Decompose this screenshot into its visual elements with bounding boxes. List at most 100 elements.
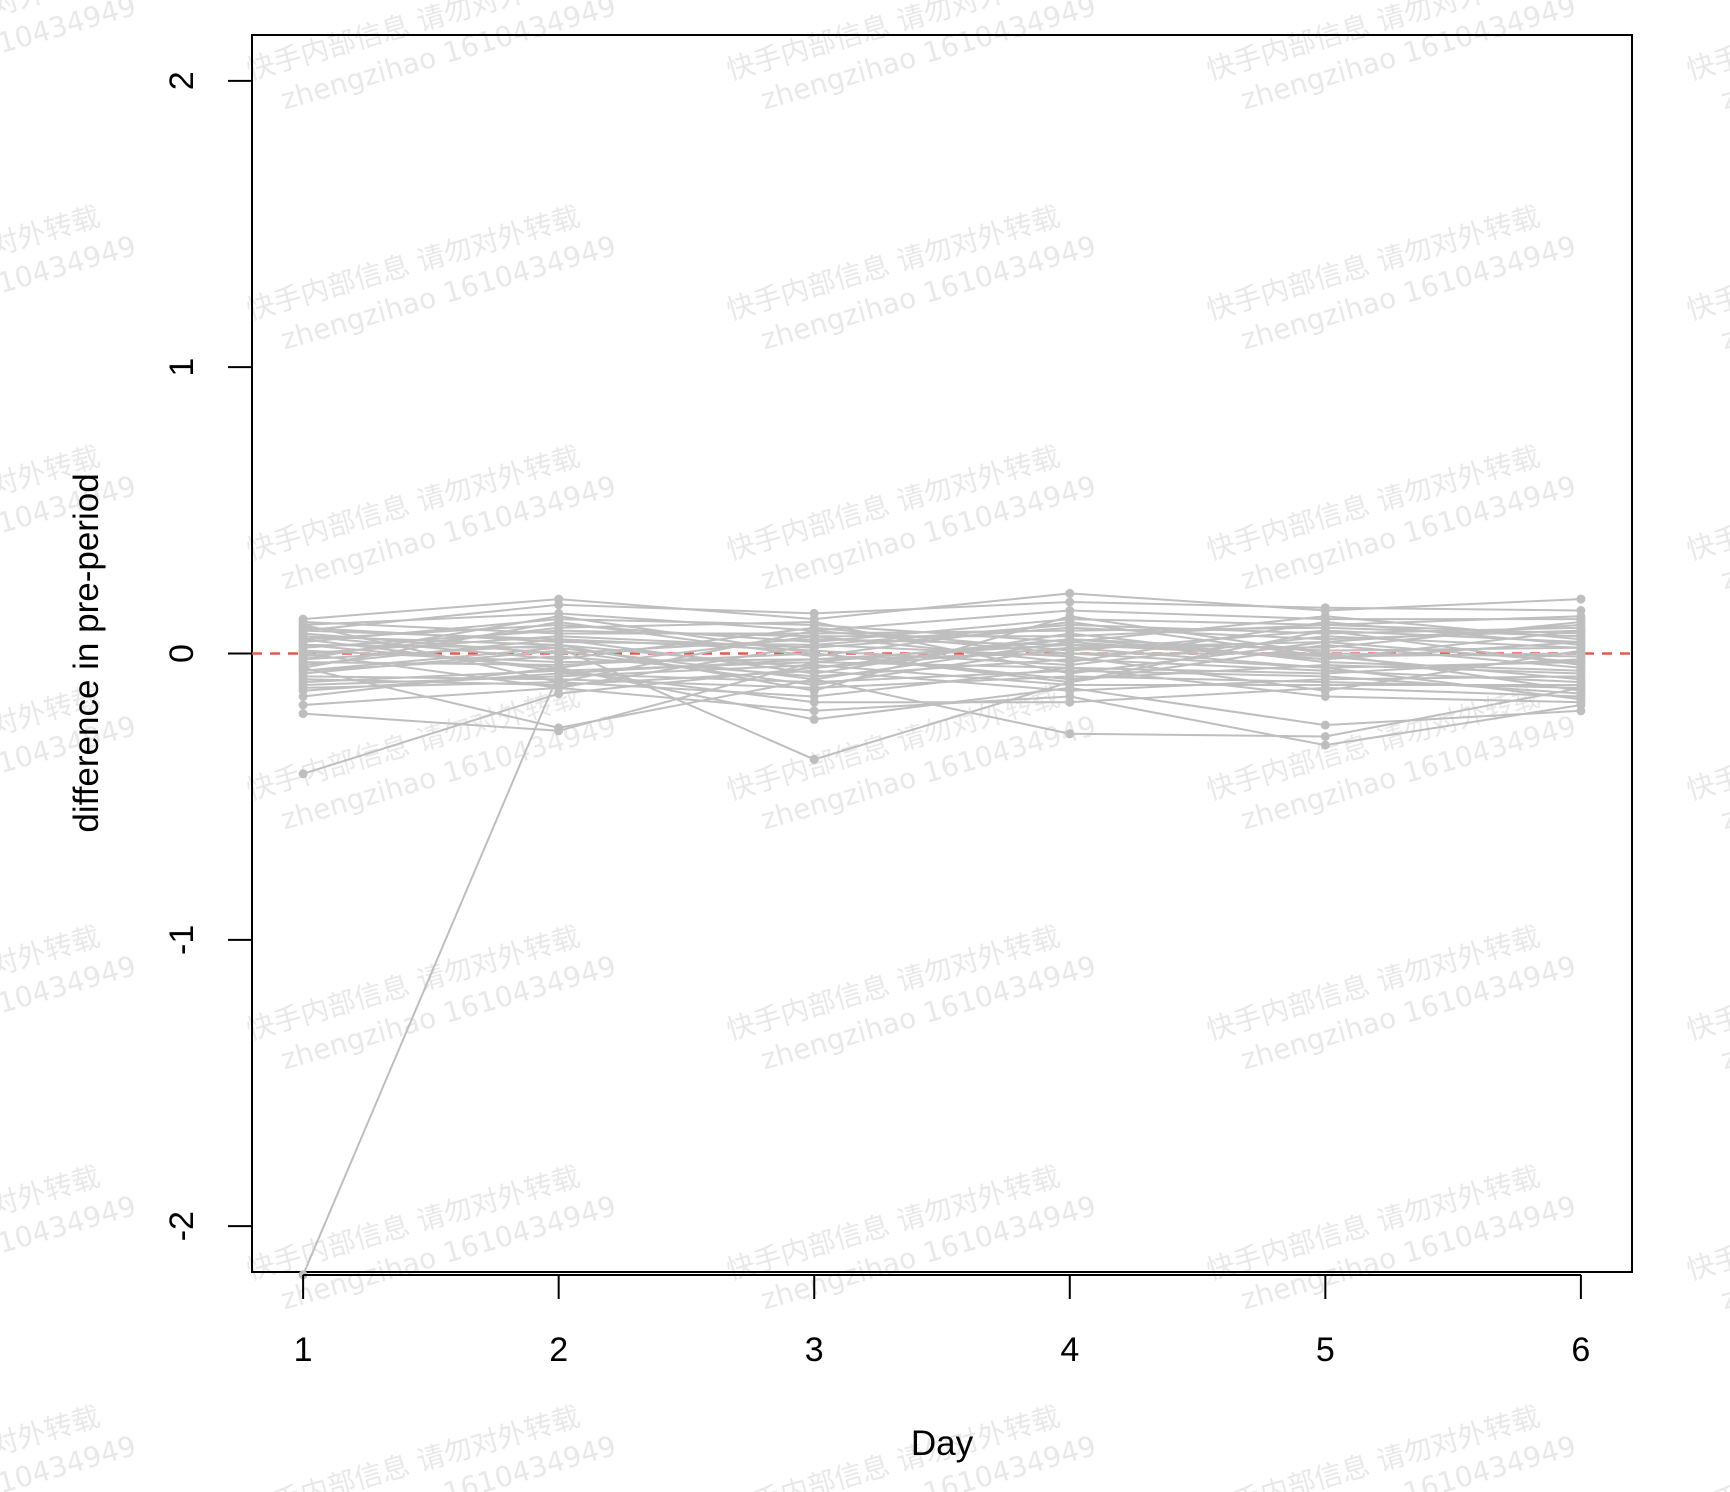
watermark-line: zhengzihao 1610434949 <box>0 0 140 116</box>
data-point <box>809 660 819 670</box>
data-point <box>1576 637 1586 647</box>
x-tick-label: 6 <box>1571 1331 1590 1369</box>
data-point <box>298 680 308 690</box>
x-tick-label: 5 <box>1316 1331 1335 1369</box>
series-layer <box>298 588 1586 1280</box>
series-line <box>302 615 1581 684</box>
data-point <box>298 640 308 650</box>
data-point <box>809 640 819 650</box>
watermark-line: 快手内部信息 请勿对外转载 <box>1683 440 1730 567</box>
data-point <box>1065 637 1075 647</box>
data-point <box>554 663 564 673</box>
data-point <box>298 1270 308 1280</box>
data-point <box>1320 732 1330 741</box>
data-point <box>298 620 308 630</box>
data-point <box>298 700 308 710</box>
series-line <box>302 666 1582 738</box>
data-point <box>1065 597 1075 607</box>
data-point <box>1576 706 1586 716</box>
series-line <box>303 592 1581 621</box>
series-line <box>303 629 1582 681</box>
x-tick-label: 1 <box>294 1331 313 1369</box>
data-point <box>1320 637 1330 647</box>
series-line <box>303 609 1581 632</box>
data-point <box>1576 694 1586 704</box>
data-point <box>1320 740 1330 750</box>
data-point <box>809 754 819 764</box>
x-tick-label: 4 <box>1060 1331 1079 1369</box>
data-point <box>1320 663 1330 673</box>
data-point <box>1065 611 1075 621</box>
y-tick-label: 2 <box>163 71 201 90</box>
data-point <box>809 706 819 716</box>
series-line <box>303 615 1581 644</box>
data-point <box>809 697 819 707</box>
data-point <box>554 600 564 610</box>
data-point <box>1576 686 1586 696</box>
data-point <box>1065 588 1075 598</box>
data-point <box>298 654 308 664</box>
data-point <box>809 626 819 636</box>
data-point <box>298 769 308 779</box>
data-point <box>298 631 308 641</box>
y-axis: -2 -1 0 1 2 <box>163 71 252 1241</box>
data-point <box>1065 649 1075 658</box>
data-point <box>809 608 819 618</box>
data-point <box>1065 729 1075 739</box>
data-point <box>1065 669 1075 678</box>
data-point <box>1320 617 1330 627</box>
data-point <box>809 686 819 696</box>
y-tick-label: 1 <box>163 358 201 377</box>
watermark-line: 快手内部信息 请勿对外转载 <box>1683 0 1730 87</box>
series-line <box>302 638 1581 675</box>
data-point <box>809 617 819 627</box>
y-axis-title: difference in pre-period <box>67 473 106 832</box>
data-point <box>1320 686 1330 696</box>
data-point <box>1065 697 1075 707</box>
data-point <box>554 723 564 733</box>
data-point <box>809 674 819 684</box>
watermark-line: 快手内部信息 请勿对外转载 <box>1683 200 1730 327</box>
series-line <box>302 643 1582 692</box>
watermark-line: 快手内部信息 请勿对外转载 <box>1683 1160 1730 1287</box>
data-point <box>554 677 564 687</box>
series-line <box>302 623 1581 684</box>
data-point <box>1576 666 1586 676</box>
y-tick-label: 0 <box>163 644 201 663</box>
data-point <box>554 643 564 653</box>
x-tick-label: 3 <box>805 1331 824 1369</box>
x-axis: 1 2 3 4 5 6 <box>294 1274 1590 1369</box>
series-line <box>303 615 1582 692</box>
data-point <box>809 714 819 724</box>
data-point <box>1065 677 1075 687</box>
watermark-line: 快手内部信息 请勿对外转载 <box>1683 920 1730 1047</box>
series-line <box>303 669 1581 692</box>
data-point <box>1320 603 1330 613</box>
x-tick-label: 2 <box>549 1331 568 1369</box>
series-line <box>302 620 1581 675</box>
data-point <box>554 611 564 621</box>
data-point <box>298 709 308 719</box>
data-point <box>298 666 308 676</box>
watermark-line: 快手内部信息 请勿对外转载 <box>1683 1400 1730 1492</box>
watermark-line: 快手内部信息 请勿对外转载 <box>1683 680 1730 807</box>
